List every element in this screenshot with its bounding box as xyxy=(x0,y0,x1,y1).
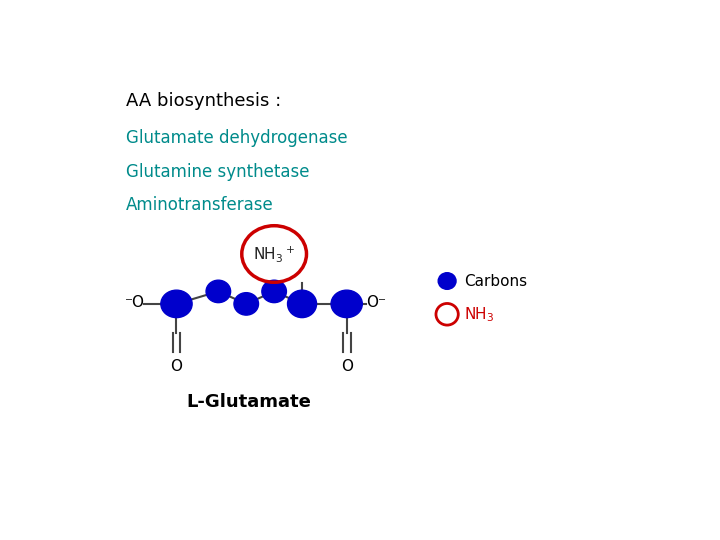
Text: Glutamate dehydrogenase: Glutamate dehydrogenase xyxy=(126,129,348,147)
Text: O: O xyxy=(341,359,353,374)
Text: Aminotransferase: Aminotransferase xyxy=(126,196,274,214)
Ellipse shape xyxy=(161,290,192,318)
Ellipse shape xyxy=(262,280,287,302)
Ellipse shape xyxy=(234,293,258,315)
Text: AA biosynthesis :: AA biosynthesis : xyxy=(126,92,282,110)
Text: Carbons: Carbons xyxy=(464,274,527,288)
Ellipse shape xyxy=(206,280,230,302)
Ellipse shape xyxy=(287,290,317,318)
Text: ⁻O: ⁻O xyxy=(125,295,145,310)
Text: O⁻: O⁻ xyxy=(366,295,386,310)
Ellipse shape xyxy=(331,290,362,318)
Text: Glutamine synthetase: Glutamine synthetase xyxy=(126,163,310,180)
Ellipse shape xyxy=(438,273,456,289)
Text: L-Glutamate: L-Glutamate xyxy=(186,393,312,410)
Text: NH$_3$$^+$: NH$_3$$^+$ xyxy=(253,244,295,264)
Text: NH$_3$: NH$_3$ xyxy=(464,305,494,323)
Text: O: O xyxy=(171,359,182,374)
